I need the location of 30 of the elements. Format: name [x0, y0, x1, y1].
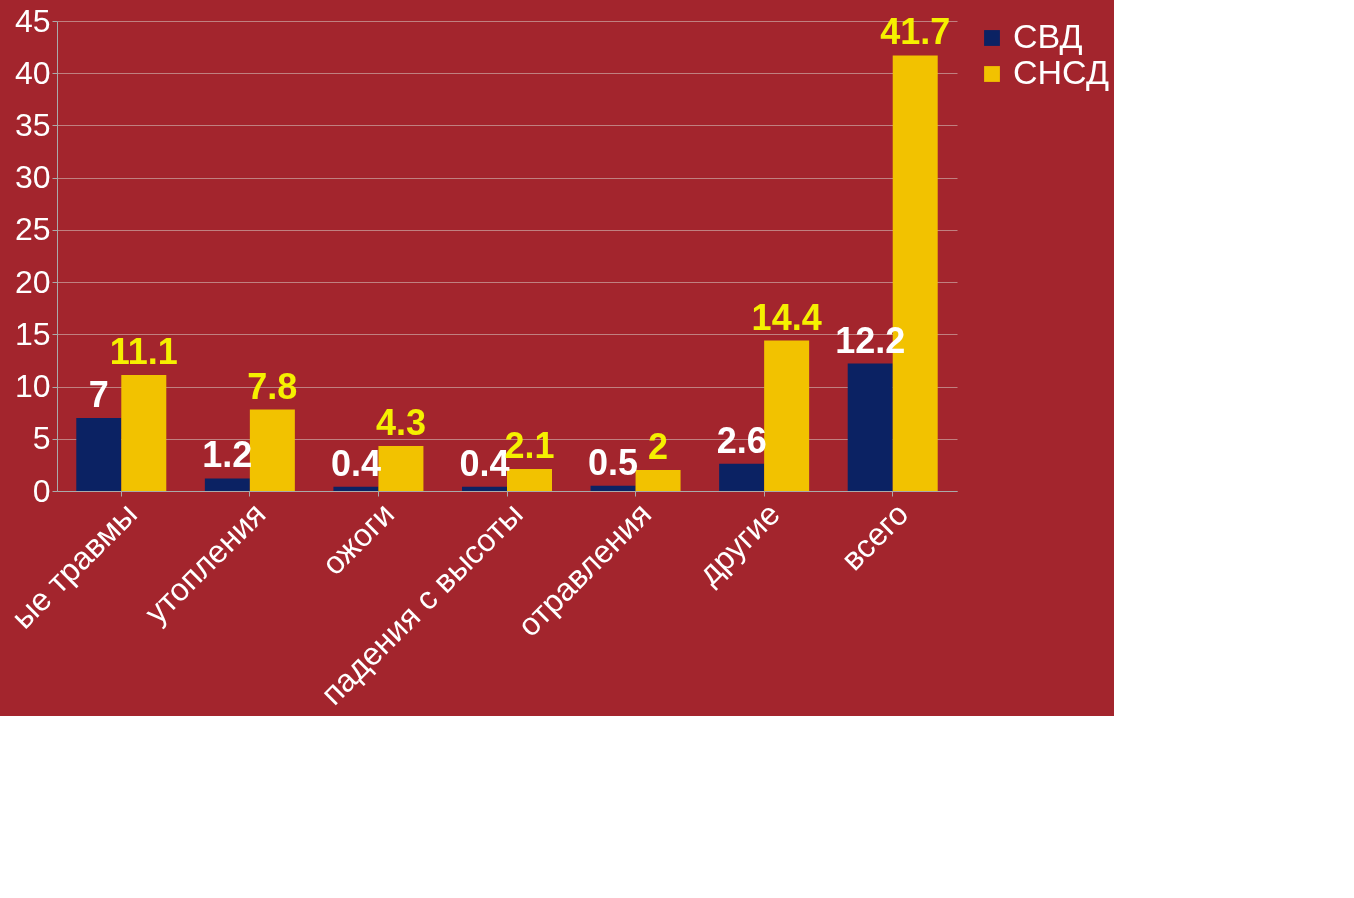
y-tick-label: 35 [14, 106, 51, 143]
bar [635, 470, 681, 491]
y-tick-label: 5 [32, 420, 51, 457]
y-tick-label: 25 [14, 211, 51, 248]
data-label: 11.1 [109, 331, 178, 373]
bar [462, 486, 507, 491]
bar [847, 363, 893, 491]
y-tick-label: 10 [14, 368, 51, 405]
data-label: 7 [88, 373, 109, 415]
bar [719, 463, 765, 491]
y-tick-label: 30 [14, 159, 51, 196]
y-tick-label: 45 [14, 2, 51, 39]
data-label: 4.3 [375, 402, 426, 444]
bar [121, 375, 167, 491]
data-label: 41.7 [880, 11, 951, 53]
bar [590, 485, 636, 491]
bar [333, 486, 379, 491]
bar [764, 340, 810, 491]
data-label: 2 [648, 426, 669, 468]
bar [204, 478, 250, 491]
y-tick-label: 0 [32, 472, 51, 509]
data-label: 7.8 [247, 365, 298, 407]
y-tick-label: 20 [14, 263, 51, 300]
legend-label: СВД [1013, 17, 1083, 55]
data-label: 0.5 [588, 441, 639, 483]
y-tick-label: 15 [14, 315, 51, 352]
bar [76, 417, 122, 491]
y-tick-label: 40 [14, 54, 51, 91]
bar [249, 409, 295, 491]
data-label: 14.4 [751, 296, 822, 338]
